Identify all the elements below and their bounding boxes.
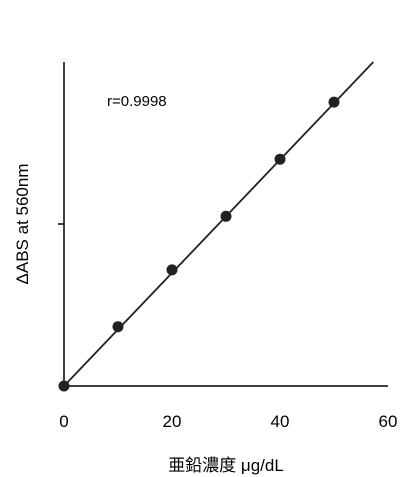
x-ticks: 0 20 40 60 xyxy=(59,412,397,431)
data-point xyxy=(328,96,340,108)
data-point xyxy=(112,321,124,333)
data-points xyxy=(58,96,340,392)
y-axis-title: ΔABS at 560nm xyxy=(13,164,32,285)
data-point xyxy=(166,264,178,276)
x-tick-label: 60 xyxy=(379,412,398,431)
data-point xyxy=(58,380,70,392)
plot-area: 0 20 40 60 xyxy=(58,61,397,431)
data-point xyxy=(274,153,286,165)
x-tick-label: 0 xyxy=(59,412,68,431)
regression-line xyxy=(63,61,374,387)
x-axis-title: 亜鉛濃度 μg/dL xyxy=(168,456,284,475)
x-tick-label: 40 xyxy=(271,412,290,431)
correlation-annotation: r=0.9998 xyxy=(107,93,167,110)
data-point xyxy=(220,210,232,222)
x-tick-label: 20 xyxy=(163,412,182,431)
